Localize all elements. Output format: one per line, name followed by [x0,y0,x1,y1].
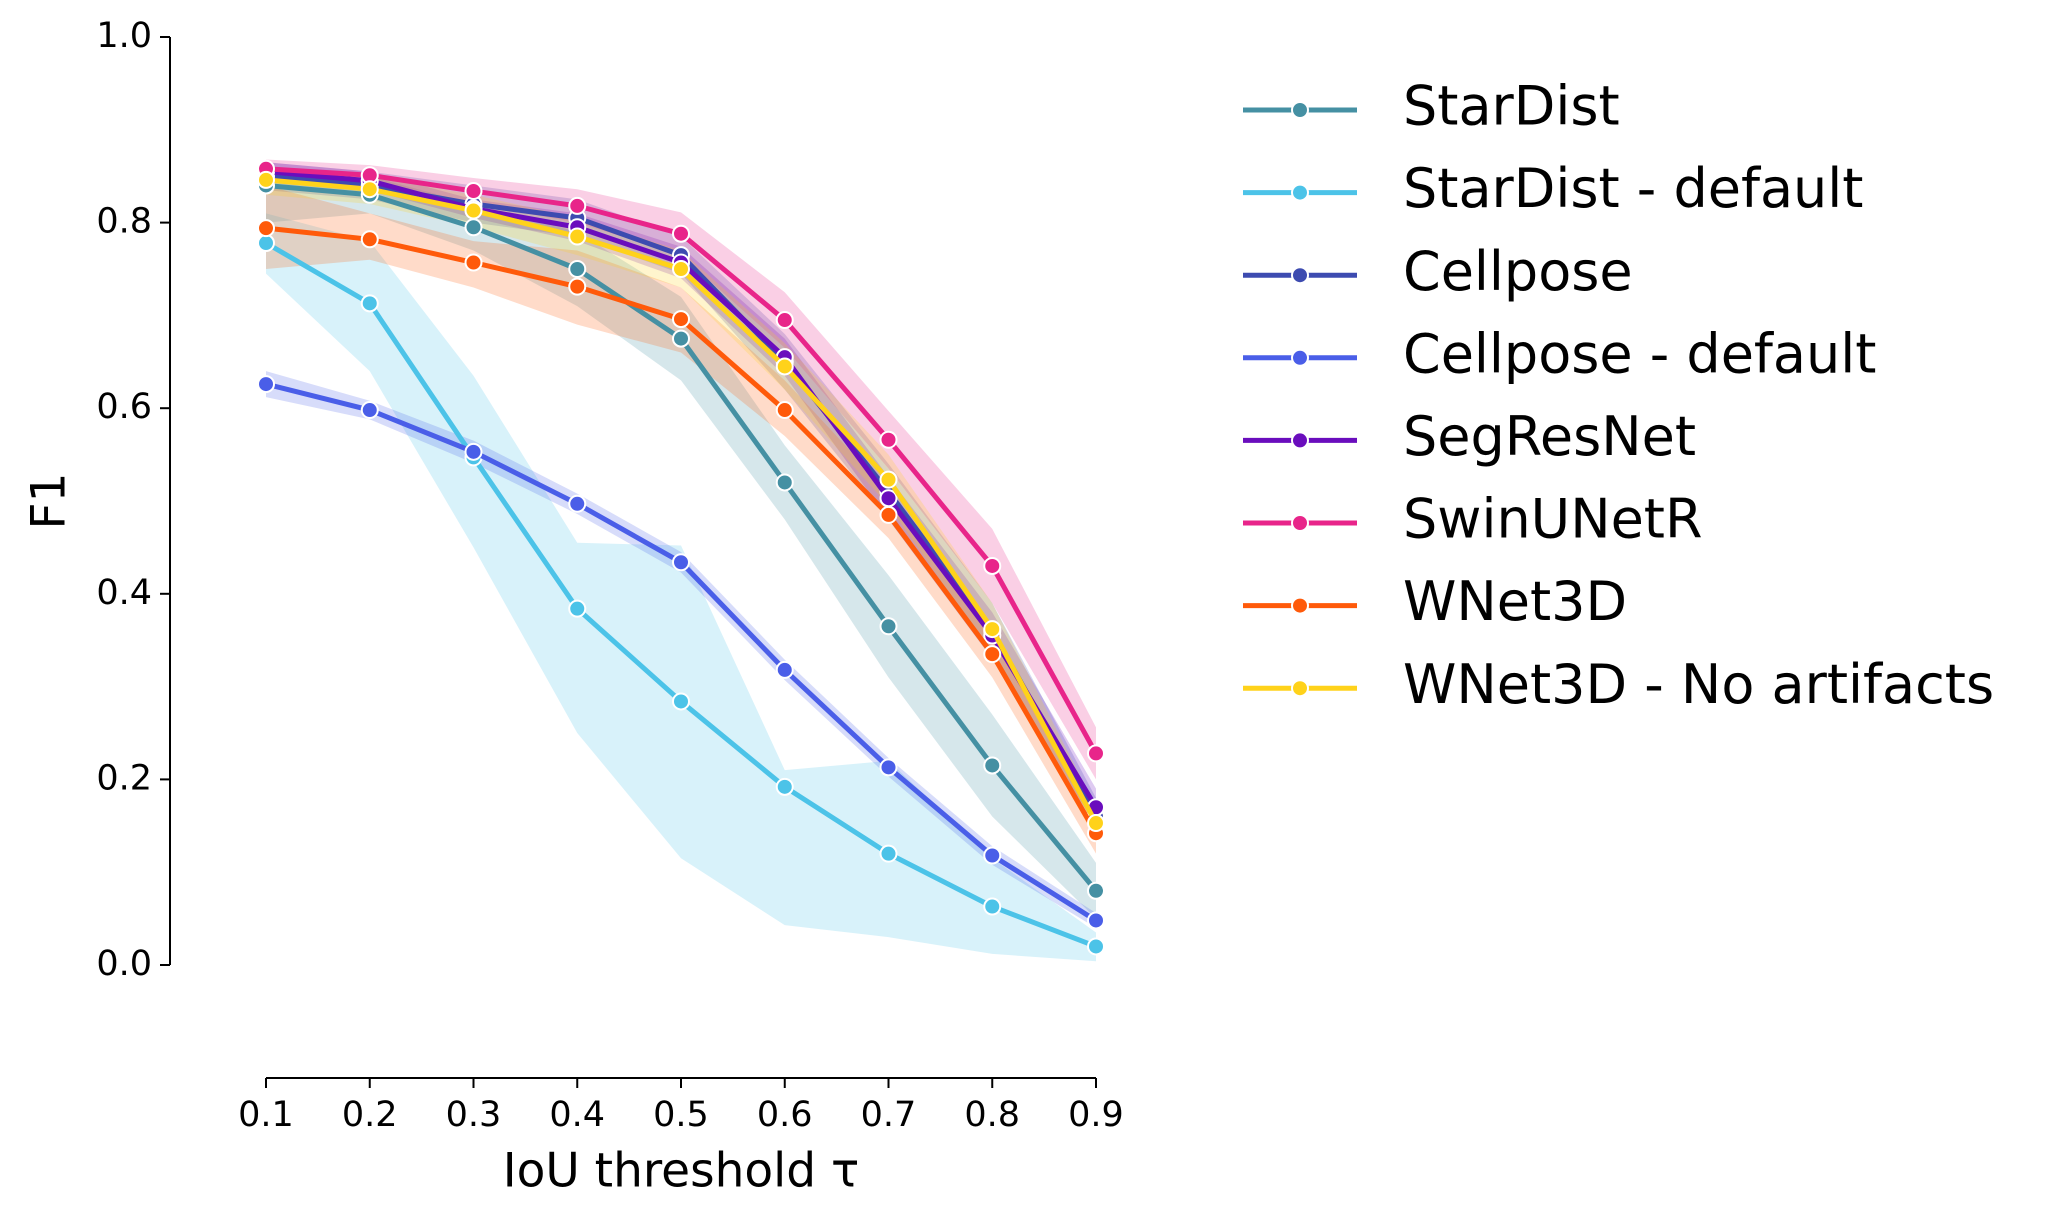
data-point [879,489,898,508]
data-point [672,310,690,329]
data-point [1087,814,1105,833]
data-point [775,660,794,679]
data-point [568,260,587,278]
data-point [672,224,690,243]
legend-marker [1291,679,1309,698]
data-point [672,260,690,278]
legend-label: StarDist - default [1403,157,1863,220]
legend-label: Cellpose - default [1403,322,1876,385]
data-point [464,218,483,237]
data-point [360,180,379,199]
legend-marker [1291,514,1309,532]
data-point [879,430,898,449]
data-point [360,230,379,249]
data-point [775,357,794,376]
data-point [568,599,587,618]
x-tick-label: 0.5 [653,1095,709,1135]
x-tick-label: 0.9 [1068,1095,1124,1135]
legend-label: WNet3D [1403,570,1627,633]
data-point [983,846,1002,865]
y-tick-label: 0.8 [96,202,152,242]
data-point [879,505,898,524]
data-point [1087,911,1105,930]
data-point [983,556,1002,575]
x-tick-label: 0.2 [342,1095,398,1135]
legend-marker [1291,183,1309,202]
legend-label: StarDist [1403,75,1620,138]
confidence-band [266,159,1096,780]
legend-marker [1291,101,1309,119]
y-tick-label: 1.0 [96,16,152,56]
data-point [983,645,1002,664]
legend-marker [1291,596,1309,615]
y-tick-label: 0.2 [96,758,152,798]
data-point [672,692,690,711]
data-point [464,253,483,272]
x-tick-label: 0.3 [446,1095,502,1135]
y-tick-label: 0.4 [96,573,152,613]
data-point [464,201,483,220]
data-point [1087,937,1105,956]
data-point [879,617,898,636]
legend-label: WNet3D - No artifacts [1403,653,1994,716]
data-point [568,227,587,246]
legend-marker [1291,348,1309,367]
data-point [775,473,794,492]
legend-label: SwinUNetR [1403,488,1703,551]
x-axis-label: IoU threshold τ [503,1144,860,1199]
data-point [879,470,898,489]
data-point [775,311,794,330]
data-point [1087,881,1105,900]
data-point [257,219,275,238]
data-point [879,844,898,863]
data-point [360,401,379,420]
y-axis-label: F1 [22,473,77,530]
data-point [983,756,1002,775]
data-point [257,170,275,189]
y-tick-label: 0.0 [96,944,152,984]
data-point [983,897,1002,916]
data-point [568,277,587,296]
y-tick-label: 0.6 [96,387,152,427]
legend-label: SegResNet [1403,405,1696,468]
data-point [775,401,794,420]
data-point [568,196,587,215]
data-point [879,758,898,777]
data-point [568,494,587,513]
confidence-band [266,371,1096,928]
legend-label: Cellpose [1403,240,1633,303]
data-point [775,777,794,796]
data-point [464,182,483,201]
data-point [360,294,379,313]
legend-marker [1291,266,1309,285]
data-point [464,442,483,461]
x-tick-label: 0.7 [861,1095,917,1135]
data-point [983,620,1002,639]
data-point [257,375,275,394]
data-point [257,234,275,253]
x-tick-label: 0.1 [238,1095,294,1135]
x-tick-label: 0.6 [757,1095,813,1135]
data-point [672,553,690,572]
data-point [1087,744,1105,763]
x-tick-label: 0.4 [549,1095,605,1135]
legend-marker [1291,431,1309,450]
x-tick-label: 0.8 [964,1095,1020,1135]
data-point [672,329,690,348]
